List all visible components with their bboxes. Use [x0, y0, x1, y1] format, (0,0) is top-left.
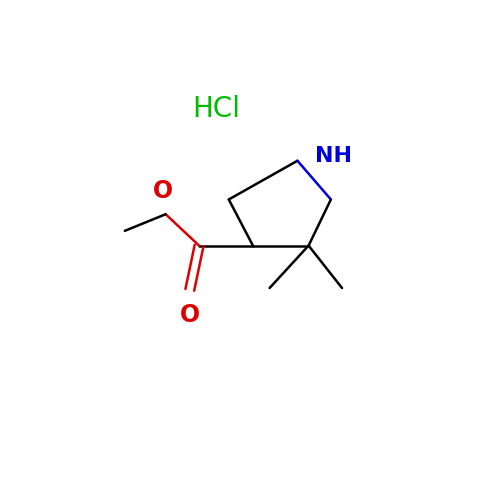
Text: O: O — [180, 303, 200, 327]
Text: HCl: HCl — [192, 95, 240, 123]
Text: O: O — [153, 179, 173, 203]
Text: NH: NH — [315, 146, 352, 166]
